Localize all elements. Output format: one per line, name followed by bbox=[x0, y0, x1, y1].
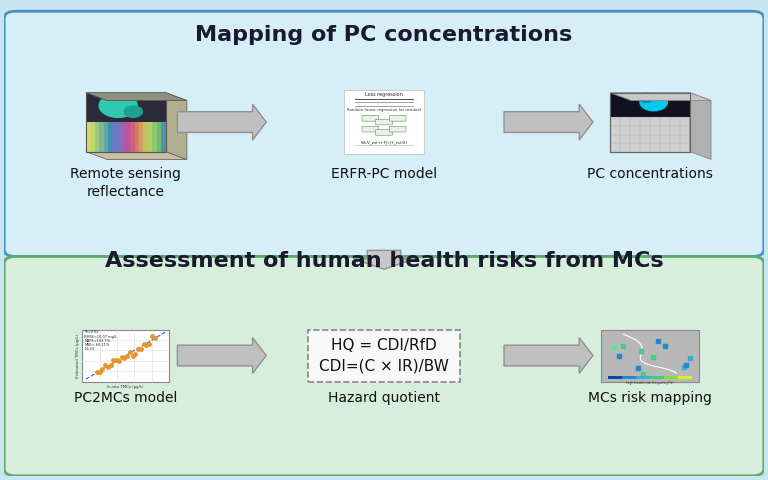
Polygon shape bbox=[134, 93, 139, 152]
Polygon shape bbox=[161, 93, 166, 152]
Polygon shape bbox=[126, 93, 130, 152]
FancyBboxPatch shape bbox=[362, 116, 379, 121]
Text: MBE=-60.21%: MBE=-60.21% bbox=[84, 343, 110, 347]
FancyBboxPatch shape bbox=[308, 330, 460, 382]
Text: In-situ TMCs (μg/L): In-situ TMCs (μg/L) bbox=[108, 385, 144, 389]
Text: High health risk frequency(%): High health risk frequency(%) bbox=[626, 381, 674, 384]
FancyBboxPatch shape bbox=[4, 256, 764, 476]
Text: RMSE=10.07 mg/L: RMSE=10.07 mg/L bbox=[84, 335, 118, 338]
Polygon shape bbox=[108, 93, 112, 152]
FancyBboxPatch shape bbox=[362, 126, 379, 132]
FancyBboxPatch shape bbox=[376, 119, 392, 125]
Polygon shape bbox=[86, 152, 187, 159]
Polygon shape bbox=[157, 93, 161, 152]
Polygon shape bbox=[99, 93, 104, 152]
Polygon shape bbox=[94, 93, 99, 152]
Polygon shape bbox=[608, 376, 622, 379]
Polygon shape bbox=[117, 93, 121, 152]
Text: Mapping of PC concentrations: Mapping of PC concentrations bbox=[195, 25, 573, 45]
Text: Assessment of human health risks from MCs: Assessment of human health risks from MC… bbox=[104, 251, 664, 271]
Polygon shape bbox=[650, 376, 664, 379]
Text: Loss regression: Loss regression bbox=[365, 92, 403, 96]
Polygon shape bbox=[677, 376, 692, 379]
Text: ERFR-PC model: ERFR-PC model bbox=[331, 167, 437, 181]
Text: R²=0.62: R²=0.62 bbox=[84, 330, 99, 335]
FancyBboxPatch shape bbox=[82, 330, 170, 382]
Circle shape bbox=[99, 94, 137, 118]
Text: N=23: N=23 bbox=[84, 348, 94, 351]
Text: MAPE=103.7%: MAPE=103.7% bbox=[84, 339, 111, 343]
Text: PC concentrations: PC concentrations bbox=[587, 167, 713, 181]
FancyBboxPatch shape bbox=[601, 330, 699, 382]
FancyBboxPatch shape bbox=[389, 126, 406, 132]
Polygon shape bbox=[610, 93, 690, 118]
Polygon shape bbox=[166, 93, 187, 159]
Circle shape bbox=[640, 94, 667, 111]
Polygon shape bbox=[353, 251, 415, 269]
Polygon shape bbox=[690, 93, 711, 159]
FancyBboxPatch shape bbox=[389, 116, 406, 121]
Polygon shape bbox=[504, 104, 593, 140]
Polygon shape bbox=[112, 93, 117, 152]
Polygon shape bbox=[144, 93, 148, 152]
Polygon shape bbox=[86, 93, 187, 100]
Text: CDI=(C × IR)/BW: CDI=(C × IR)/BW bbox=[319, 359, 449, 373]
FancyBboxPatch shape bbox=[4, 11, 764, 256]
Text: HQ = CDI/RfD: HQ = CDI/RfD bbox=[331, 338, 437, 353]
Text: PC2MCs model: PC2MCs model bbox=[74, 391, 177, 405]
Text: Hazard quotient: Hazard quotient bbox=[328, 391, 440, 405]
Polygon shape bbox=[504, 337, 593, 373]
Polygon shape bbox=[91, 93, 94, 152]
Polygon shape bbox=[610, 93, 711, 100]
Polygon shape bbox=[86, 93, 91, 152]
Circle shape bbox=[124, 106, 142, 118]
Text: W=V_est+r·F[r]·f_est(X): W=V_est+r·F[r]·f_est(X) bbox=[360, 140, 408, 144]
Polygon shape bbox=[636, 376, 650, 379]
Text: MCs risk mapping: MCs risk mapping bbox=[588, 391, 712, 405]
Circle shape bbox=[638, 93, 654, 102]
Text: Estimated TMCs (μg/L): Estimated TMCs (μg/L) bbox=[76, 334, 80, 378]
Polygon shape bbox=[121, 93, 126, 152]
Polygon shape bbox=[139, 93, 144, 152]
Polygon shape bbox=[104, 93, 108, 152]
Polygon shape bbox=[177, 104, 266, 140]
Polygon shape bbox=[664, 376, 677, 379]
Polygon shape bbox=[130, 93, 134, 152]
Polygon shape bbox=[86, 93, 166, 122]
Polygon shape bbox=[177, 337, 266, 373]
FancyBboxPatch shape bbox=[344, 90, 424, 154]
Polygon shape bbox=[610, 93, 690, 152]
Polygon shape bbox=[152, 93, 157, 152]
Text: Random forest regression for residual: Random forest regression for residual bbox=[347, 108, 421, 112]
FancyBboxPatch shape bbox=[376, 130, 392, 135]
Text: Remote sensing
reflectance: Remote sensing reflectance bbox=[71, 167, 181, 199]
Polygon shape bbox=[148, 93, 152, 152]
Polygon shape bbox=[622, 376, 636, 379]
